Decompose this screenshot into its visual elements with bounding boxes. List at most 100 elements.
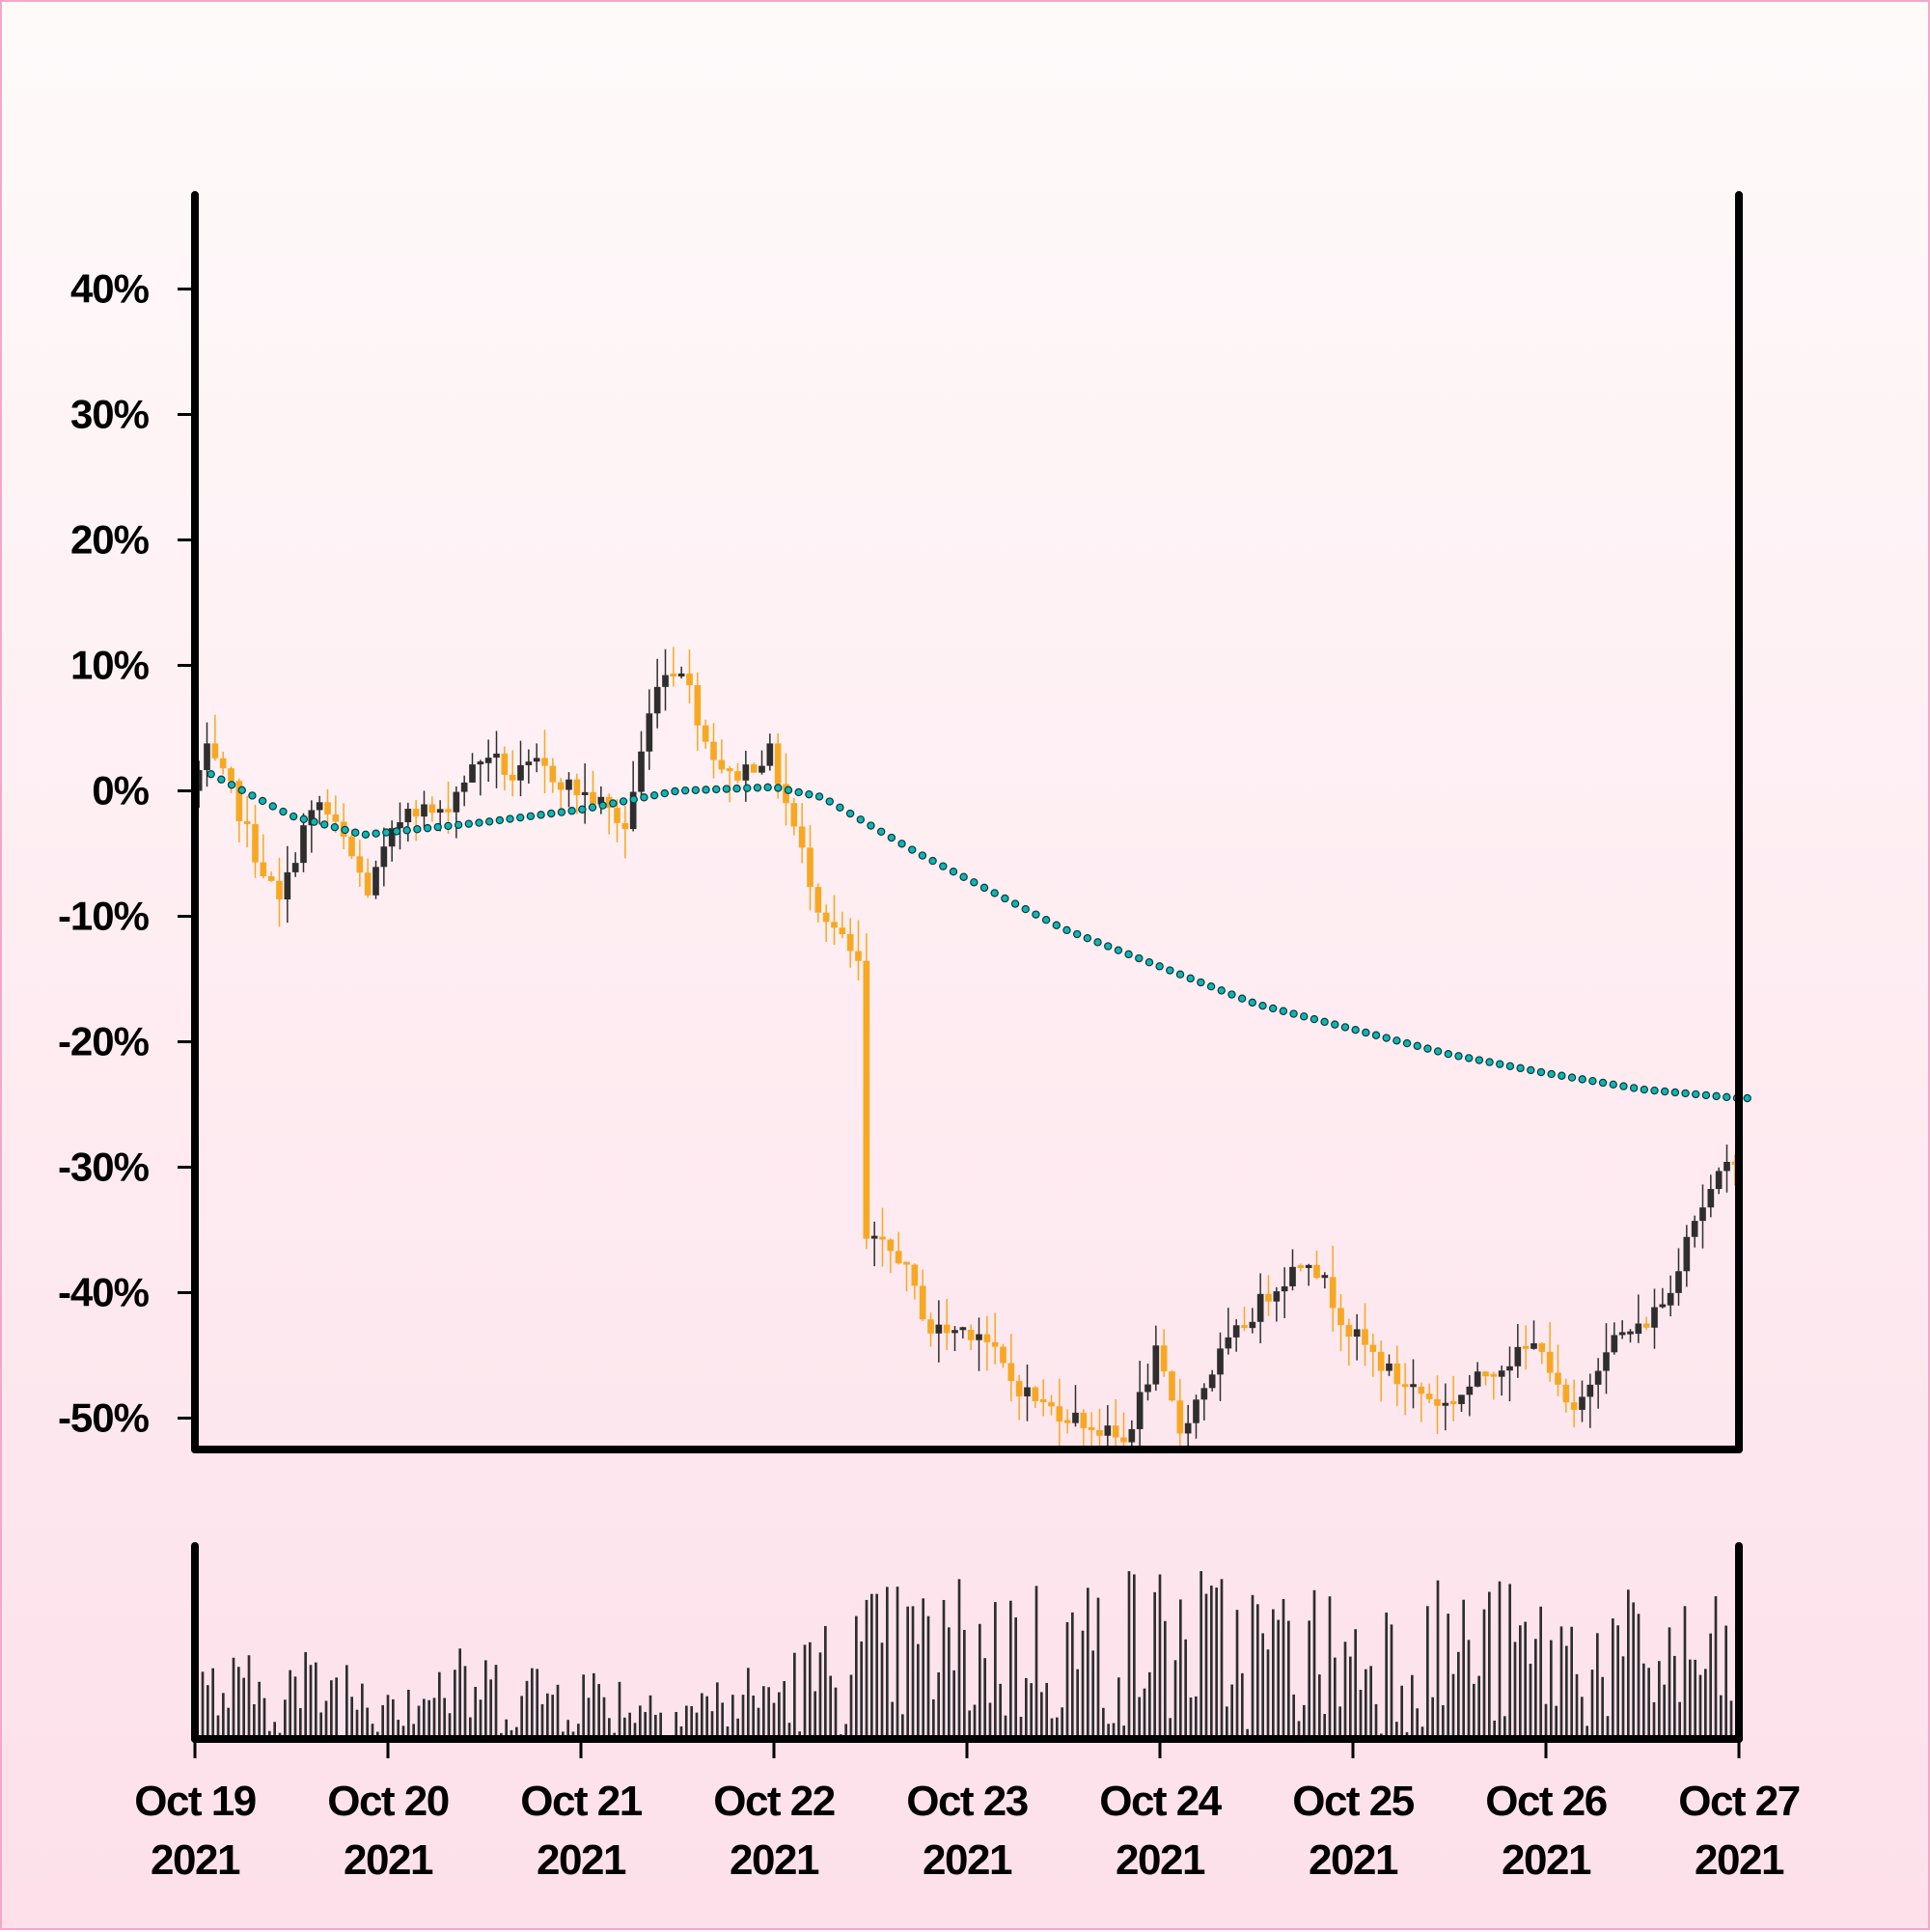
volume-bar — [1724, 1625, 1727, 1739]
ma-point — [1135, 953, 1144, 963]
volume-bar — [1590, 1670, 1594, 1739]
candle — [1498, 1366, 1505, 1396]
volume-bar — [1689, 1659, 1692, 1739]
ma-point — [1485, 1058, 1494, 1066]
volume-bar — [1328, 1596, 1332, 1739]
x-tick-year: 2021 — [1502, 1836, 1591, 1884]
candle — [814, 883, 822, 924]
candle — [1007, 1334, 1015, 1402]
y-tick-label: -20% — [58, 1019, 150, 1064]
volume-bar — [932, 1698, 935, 1739]
volume-bar — [222, 1693, 225, 1739]
candle-body — [1522, 1345, 1530, 1349]
volume-bar — [983, 1658, 986, 1739]
candle-body — [1176, 1400, 1184, 1434]
candle — [1401, 1363, 1409, 1416]
volume-bar — [1673, 1655, 1676, 1739]
y-axis-ticks: 40% 30% 20% 10% 0% -10% -20% -30% -40% -50% — [58, 266, 195, 1441]
candle — [1594, 1358, 1602, 1409]
candle — [1418, 1382, 1425, 1422]
candle — [1393, 1345, 1401, 1406]
x-axis-ticks: Oct 19 2021 Oct 20 2021 Oct 21 2021 Oct 22 2021… — [134, 1739, 1801, 1884]
volume-bar — [474, 1687, 477, 1739]
ma-point — [1237, 994, 1247, 1003]
candle — [1080, 1409, 1088, 1449]
candle — [509, 750, 516, 797]
ma-point — [660, 788, 669, 798]
candle — [1048, 1394, 1055, 1416]
volume-bar — [1173, 1660, 1177, 1739]
candle — [404, 802, 412, 842]
volume-bar — [247, 1655, 251, 1739]
volume-bar — [942, 1599, 946, 1739]
ma-point — [680, 786, 690, 795]
candle — [493, 731, 500, 788]
candle-body — [219, 758, 227, 769]
ma-point — [763, 783, 772, 792]
ma-point — [1175, 970, 1185, 979]
candle — [1627, 1329, 1634, 1343]
ma-point — [248, 791, 257, 800]
volume-bar — [1210, 1586, 1213, 1739]
candle-body — [525, 761, 533, 765]
candle-body — [1225, 1337, 1232, 1349]
price-panel: 40% 30% 20% 10% 0% -10% -20% -30% -40% -50% — [58, 191, 1751, 1453]
ma-point — [1433, 1047, 1443, 1056]
ma-point — [1206, 981, 1216, 991]
candle-body — [235, 781, 243, 821]
volume-bar — [1091, 1650, 1094, 1739]
candle — [260, 834, 267, 879]
candle-body — [1731, 1161, 1739, 1165]
ma-point — [1547, 1069, 1556, 1079]
volume-bar — [1158, 1574, 1162, 1739]
volume-bar — [757, 1707, 760, 1739]
volume-bar — [253, 1703, 256, 1739]
volume-bar — [587, 1697, 591, 1739]
volume-bar — [994, 1602, 997, 1739]
ma-point — [876, 827, 886, 836]
volume-bar — [1426, 1606, 1429, 1739]
candle — [983, 1315, 991, 1371]
candle-body — [653, 686, 661, 714]
ma-point — [1021, 904, 1030, 914]
volume-bar — [1416, 1708, 1419, 1739]
volume-panel: Oct 19 2021 Oct 20 2021 Oct 21 2021 Oct 22 2021… — [134, 1542, 1801, 1884]
volume-bar — [1637, 1614, 1640, 1739]
ma-point — [495, 815, 505, 825]
volume-bar — [401, 1725, 405, 1739]
volume-bar — [299, 1707, 302, 1739]
candle-body — [1715, 1171, 1723, 1190]
volume-bar — [957, 1579, 961, 1739]
candle — [1169, 1369, 1175, 1402]
volume-bar — [1133, 1574, 1136, 1739]
ma-point — [258, 796, 267, 806]
volume-bar — [1334, 1657, 1337, 1739]
candle-body — [783, 784, 789, 804]
ma-point — [289, 812, 298, 821]
volume-bar — [531, 1668, 534, 1739]
volume-bar — [1585, 1725, 1588, 1739]
volume-bar — [736, 1718, 739, 1739]
candle — [1353, 1313, 1361, 1361]
ma-point — [1712, 1091, 1721, 1101]
candle — [1337, 1294, 1344, 1352]
volume-bar — [273, 1722, 276, 1739]
candle-body — [484, 758, 492, 763]
candle-body — [1418, 1386, 1425, 1394]
candle — [1281, 1267, 1288, 1318]
candle — [1723, 1145, 1730, 1193]
volume-bar — [1277, 1619, 1280, 1739]
ma-point — [1268, 1004, 1278, 1013]
candle — [653, 658, 661, 729]
candle-body — [1449, 1400, 1457, 1404]
volume-bar — [1658, 1661, 1661, 1739]
candle — [1128, 1420, 1136, 1449]
candle — [1362, 1303, 1368, 1366]
ma-point — [629, 795, 638, 804]
ma-point — [1423, 1044, 1432, 1053]
candle — [195, 760, 203, 809]
candle-body — [686, 673, 693, 686]
ma-point — [671, 787, 679, 796]
candle-body — [1490, 1373, 1498, 1377]
